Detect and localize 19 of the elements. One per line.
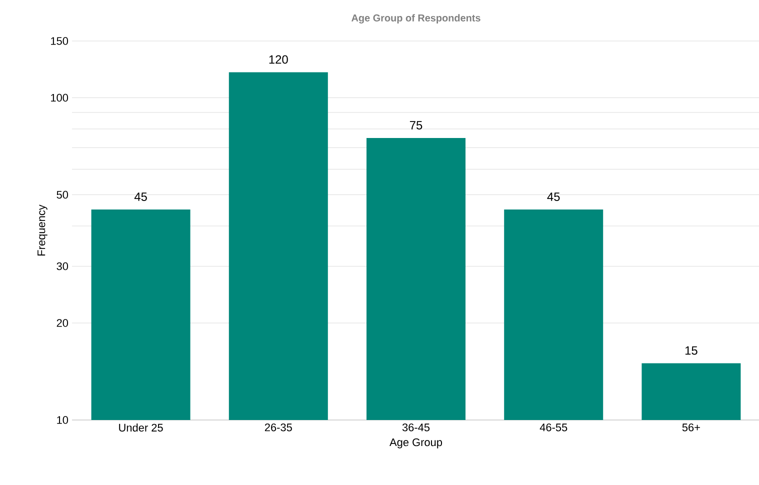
data-label: 120 [269,55,288,64]
y-axis-title: Frequency [38,204,48,256]
y-tick-label: 150 [51,37,68,45]
y-tick-label: 30 [56,262,68,270]
data-label: 15 [685,346,698,355]
y-tick-label: 10 [57,416,68,424]
y-tick-label: 20 [56,319,68,327]
y-tick-label: 100 [51,94,68,102]
x-tick-label: 46-55 [540,424,568,432]
y-tick-label: 50 [56,190,68,199]
x-tick-label: 56+ [682,424,700,432]
data-label: 45 [134,192,147,201]
x-tick-label: 36-45 [402,424,430,432]
x-tick-label: Under 25 [119,424,163,432]
x-tick-label: 26-35 [264,424,292,432]
x-axis-title: Age Group [390,438,442,448]
data-label: 75 [410,121,422,130]
data-label: 45 [547,192,560,201]
chart-title: Age Group of Respondents [351,14,480,24]
